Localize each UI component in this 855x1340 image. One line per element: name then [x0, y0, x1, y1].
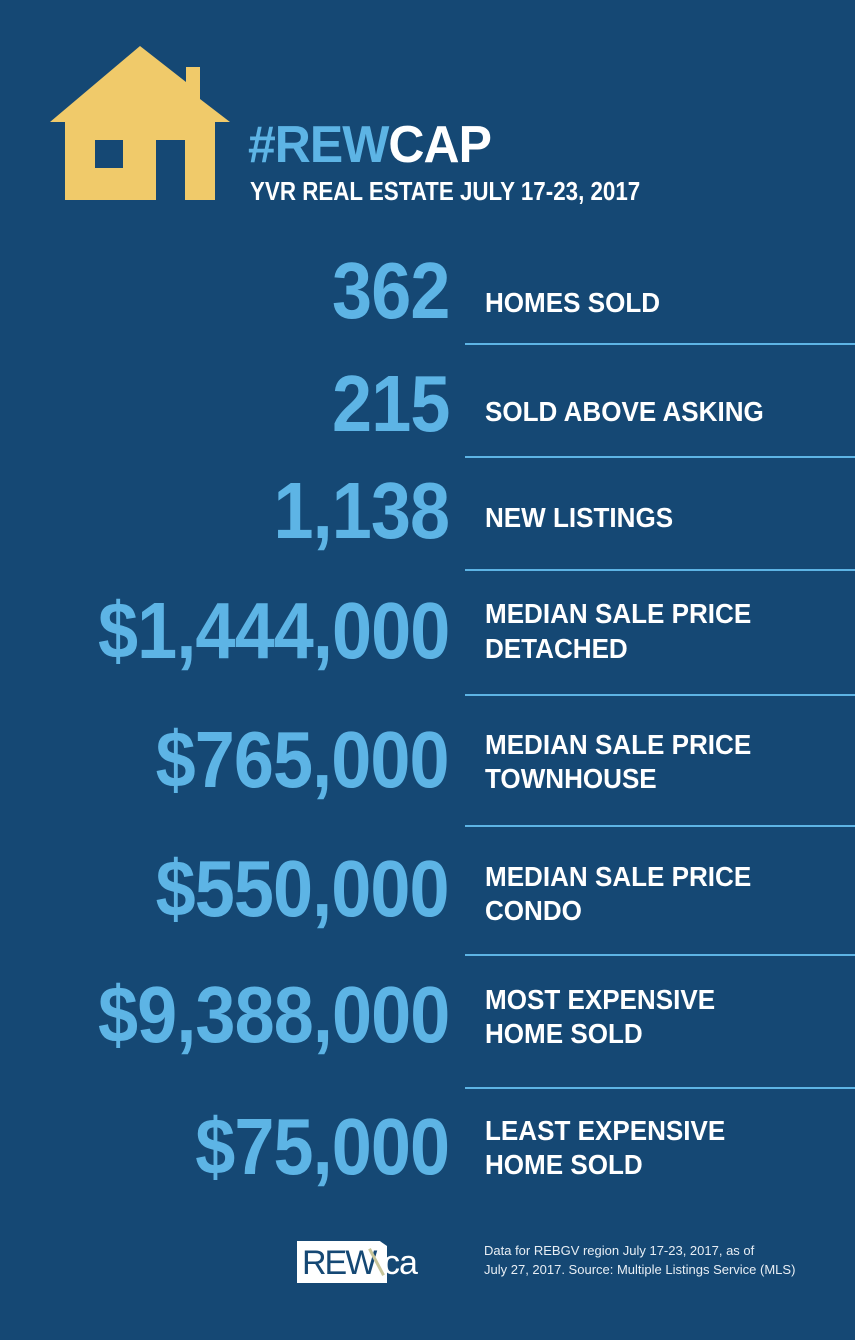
- title-rest: CAP: [388, 116, 491, 174]
- stat-label-most-expensive-line1: MOST EXPENSIVE: [485, 984, 716, 1015]
- divider: [465, 694, 855, 696]
- stat-label-median-detached-line2: DETACHED: [485, 633, 628, 664]
- logo-ca-text: ca: [383, 1244, 418, 1282]
- stat-label-median-condo-line2: CONDO: [485, 895, 582, 926]
- stat-value-median-condo: $550,000: [155, 844, 450, 933]
- stat-label-least-expensive-line1: LEAST EXPENSIVE: [485, 1115, 726, 1146]
- stat-value-new-listings: 1,138: [273, 466, 450, 555]
- stat-label-most-expensive-line2: HOME SOLD: [485, 1018, 643, 1049]
- divider: [465, 825, 855, 827]
- house-icon: [50, 46, 230, 200]
- logo-box: [297, 1241, 387, 1283]
- footnote-line1: Data for REBGV region July 17-23, 2017, …: [484, 1243, 755, 1258]
- divider: [465, 456, 855, 458]
- divider: [465, 1087, 855, 1089]
- page-title: #REWCAP: [248, 116, 492, 174]
- stat-label-homes-sold: HOMES SOLD: [485, 287, 661, 318]
- source-footnote: Data for REBGV region July 17-23, 2017, …: [484, 1241, 795, 1279]
- divider: [465, 569, 855, 571]
- page-subtitle: YVR REAL ESTATE JULY 17-23, 2017: [250, 176, 641, 206]
- divider: [465, 954, 855, 956]
- divider: [465, 343, 855, 345]
- stat-value-sold-above-asking: 215: [331, 359, 450, 448]
- footnote-line2: July 27, 2017. Source: Multiple Listings…: [484, 1262, 796, 1277]
- stat-label-new-listings: NEW LISTINGS: [485, 502, 674, 533]
- stat-value-least-expensive: $75,000: [195, 1102, 450, 1191]
- stat-label-median-condo-line1: MEDIAN SALE PRICE: [485, 861, 752, 892]
- stat-label-median-townhouse-line2: TOWNHOUSE: [485, 763, 657, 794]
- stat-value-most-expensive: $9,388,000: [97, 970, 450, 1059]
- stat-label-median-townhouse-line1: MEDIAN SALE PRICE: [485, 729, 752, 760]
- stat-value-median-detached: $1,444,000: [97, 586, 450, 675]
- stat-label-least-expensive-line2: HOME SOLD: [485, 1149, 643, 1180]
- stat-label-median-detached-line1: MEDIAN SALE PRICE: [485, 598, 752, 629]
- title-accent: #REW: [248, 116, 389, 174]
- logo-rew-text: REW: [302, 1244, 377, 1282]
- stat-value-homes-sold: 362: [331, 246, 450, 335]
- rew-ca-logo: REW ca: [297, 1241, 437, 1283]
- stat-label-sold-above-asking: SOLD ABOVE ASKING: [485, 396, 764, 427]
- stat-value-median-townhouse: $765,000: [155, 715, 450, 804]
